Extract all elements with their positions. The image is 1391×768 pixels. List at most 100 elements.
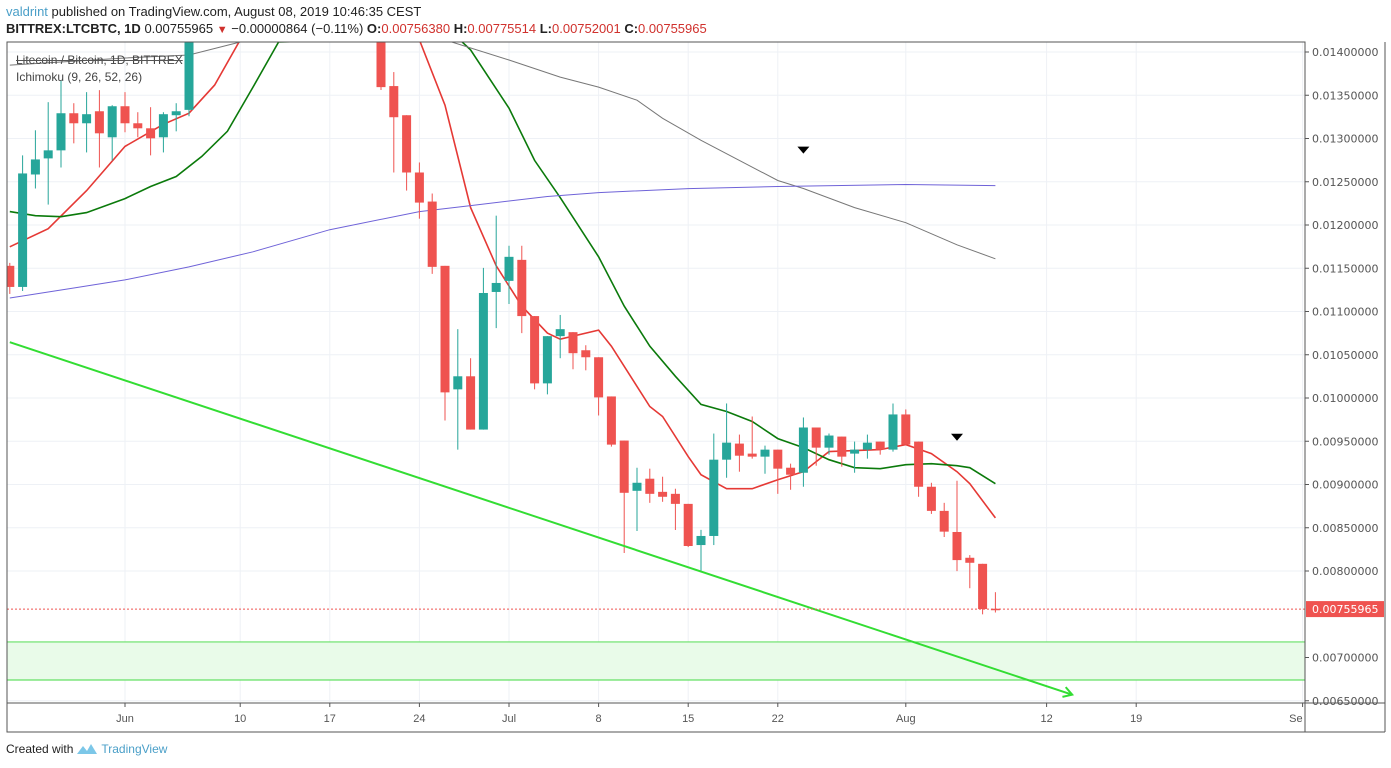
conversion-line (9, 42, 997, 519)
candle (734, 434, 744, 472)
low-label: L: (539, 21, 552, 36)
candle-body (376, 42, 386, 88)
triangle-down-marker (797, 146, 810, 154)
candle-body (504, 256, 514, 281)
candle-body (939, 510, 949, 532)
candle (504, 245, 514, 305)
price-axis-label: 0.00900000 (1312, 479, 1378, 492)
candle-body (837, 436, 847, 457)
price-axis-label: 0.01050000 (1312, 349, 1378, 362)
candle (952, 480, 962, 572)
candle (811, 427, 821, 466)
candle (773, 449, 783, 494)
candle (760, 445, 770, 474)
candle (478, 267, 488, 430)
close-label: C: (624, 21, 639, 36)
price-axis-label: 0.00950000 (1312, 435, 1378, 448)
candle-body (517, 259, 527, 317)
symbol-info: BITTREX:LTCBTC, 1D 0.00755965 ▼ −0.00000… (6, 21, 707, 36)
candle-body (875, 441, 885, 450)
candle-body (773, 449, 783, 469)
time-axis-label: 12 (1040, 713, 1052, 725)
candle-body (530, 316, 540, 384)
candle-body (645, 478, 655, 494)
candle-body (658, 491, 668, 497)
tradingview-link[interactable]: TradingView (101, 742, 168, 756)
time-axis-label: Se (1289, 713, 1302, 725)
author-link[interactable]: valdrint (6, 4, 48, 19)
high-label: H: (453, 21, 468, 36)
time-axis-label: 17 (324, 713, 336, 725)
candle-body (722, 442, 732, 460)
candle-body (440, 265, 450, 393)
candle-body (952, 531, 962, 561)
candle-body (466, 376, 476, 430)
candle (414, 162, 424, 219)
last-price-badge-label: 0.00755965 (1312, 603, 1378, 616)
candle (120, 92, 130, 133)
candle (18, 155, 28, 291)
base-line (9, 42, 996, 485)
candle-body (171, 111, 181, 116)
candle-body (850, 449, 860, 454)
candle-body (120, 106, 130, 124)
candle-body (43, 150, 53, 159)
last-price-badge (1306, 601, 1384, 618)
candle (619, 440, 629, 554)
candle-body (760, 449, 770, 457)
price-axis-label: 0.01250000 (1312, 176, 1378, 189)
candle (683, 503, 693, 548)
candle (69, 103, 79, 144)
candle (632, 467, 642, 531)
triangle-down-marker (951, 433, 963, 441)
candle-body (402, 115, 412, 173)
candle-body (683, 503, 693, 547)
candle (542, 336, 552, 395)
candle (82, 92, 92, 153)
candle (146, 107, 156, 156)
last-price: 0.00755965 (144, 21, 214, 36)
candle-body (69, 113, 79, 124)
price-axis-label: 0.00700000 (1312, 652, 1378, 665)
candle-body (824, 435, 834, 448)
price-axis-label: 0.01100000 (1312, 306, 1378, 319)
open-value: 0.00756380 (381, 21, 451, 36)
candle-body (491, 282, 501, 292)
triangle-down-icon: ▼ (216, 24, 228, 36)
chart-border (6, 41, 1306, 733)
candle (581, 345, 591, 371)
candle-body (555, 329, 565, 337)
candle-body (926, 486, 936, 511)
candle (862, 434, 872, 459)
created-with-text: Created with (6, 742, 74, 756)
indicator-legend[interactable]: Ichimoku (9, 26, 52, 26) (16, 70, 143, 84)
candle (837, 436, 847, 467)
price-axis-label: 0.00650000 (1312, 695, 1378, 708)
candle-body (696, 535, 706, 546)
candle-body (30, 159, 40, 175)
candle (798, 417, 808, 487)
series-legend[interactable]: Litecoin / Bitcoin, 1D, BITTREX (16, 53, 183, 67)
trendline-arrowhead (1062, 686, 1075, 698)
candle-body (811, 427, 821, 448)
time-axis-label: 24 (413, 713, 425, 725)
time-axis-label: 15 (682, 713, 694, 725)
candle-body (901, 414, 911, 445)
candle (133, 112, 143, 138)
candle-body (7, 265, 15, 287)
candle (722, 403, 732, 478)
candle (606, 396, 616, 447)
time-axis-label: 22 (772, 713, 784, 725)
candle-body (133, 123, 143, 129)
candle-body (146, 128, 156, 139)
candle (696, 529, 706, 573)
candle (658, 476, 668, 502)
candle-body (94, 111, 104, 134)
low-value: 0.00752001 (552, 21, 621, 36)
candle-body (594, 357, 604, 398)
candle-body (581, 350, 591, 358)
time-axis-label: 10 (234, 713, 246, 725)
candle-body (82, 114, 92, 124)
price-axis-label: 0.01350000 (1312, 89, 1378, 102)
